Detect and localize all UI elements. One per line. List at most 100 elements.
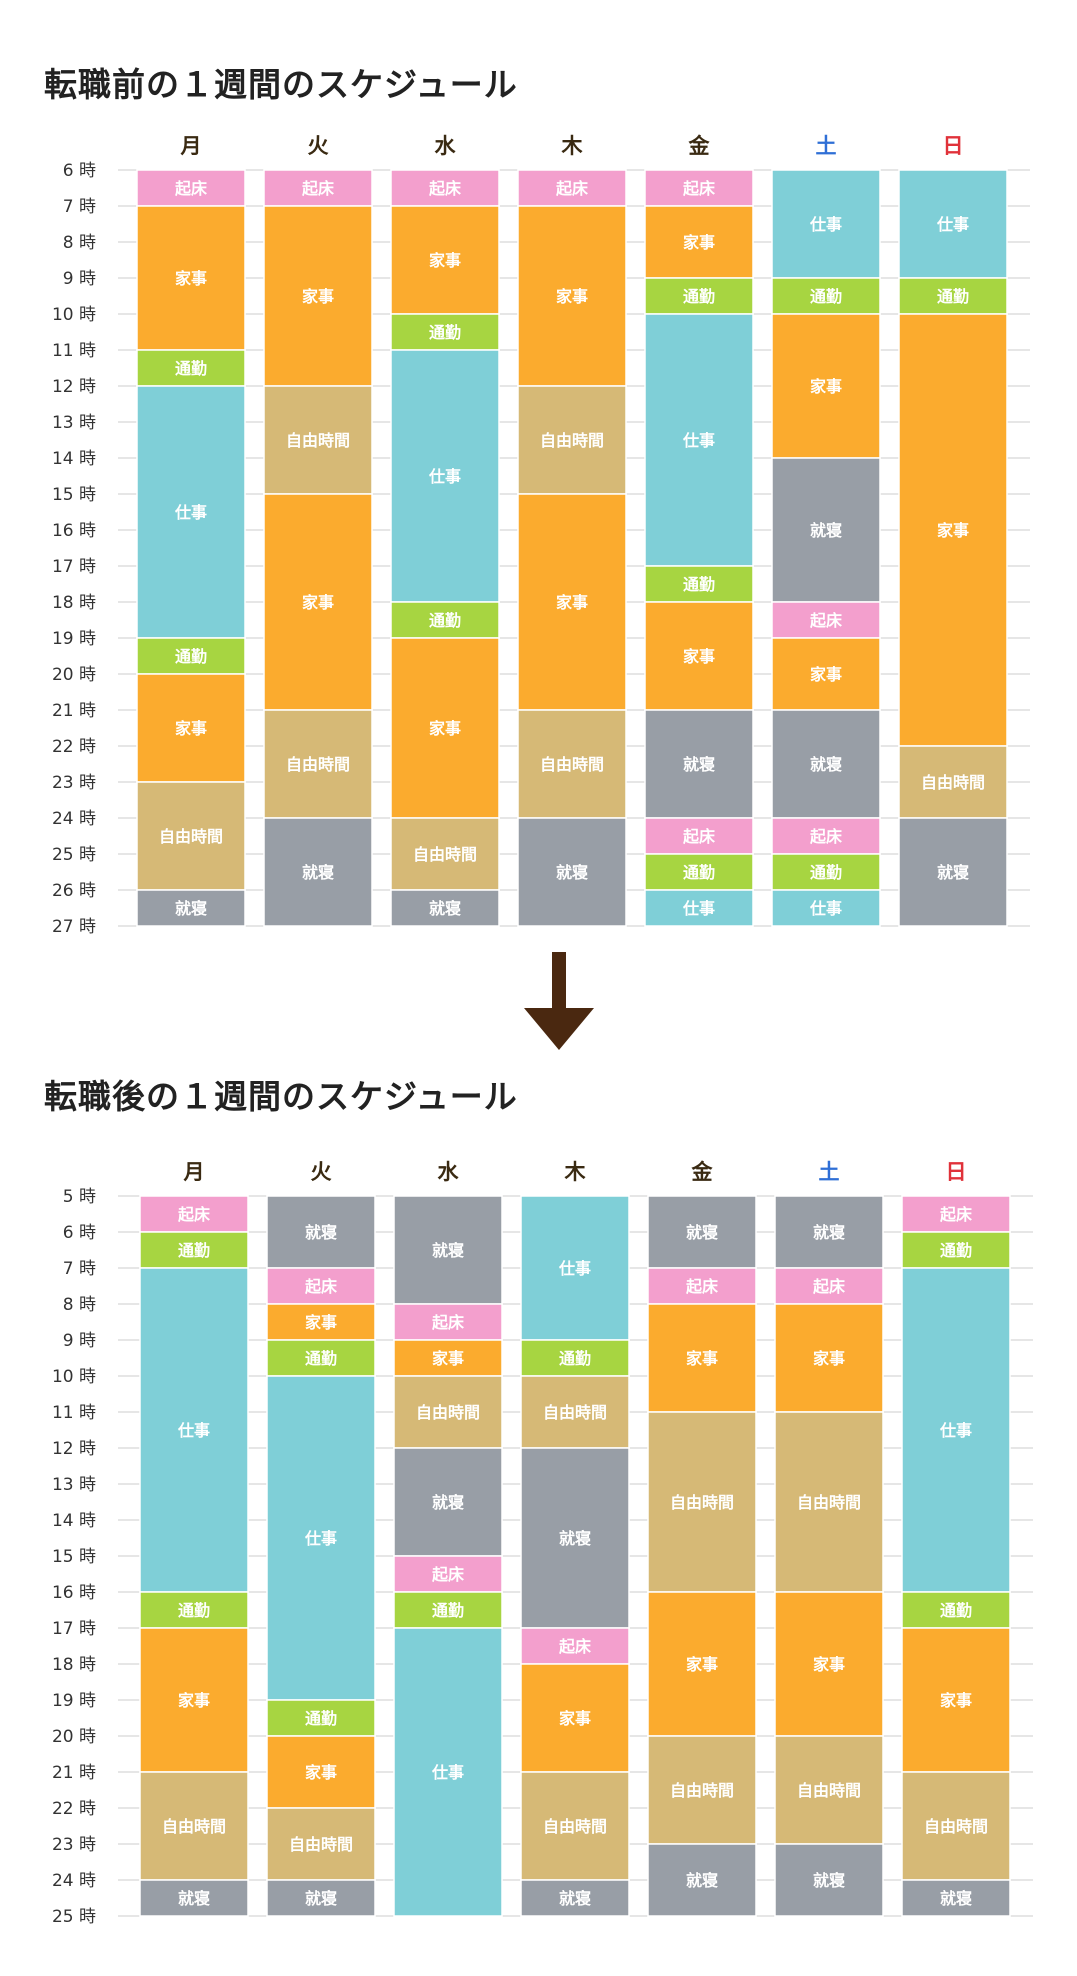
schedule-segment [520,1771,630,1881]
segment-label: 就寝 [175,899,207,918]
segment-label: 通勤 [178,1241,210,1260]
schedule-segment [393,1195,503,1305]
segment-label: 起床 [682,179,716,198]
segment-label: 就寝 [810,521,842,540]
segment-label: 家事 [302,287,334,306]
segment-label: 自由時間 [543,1403,607,1422]
hour-tick-label: 20 時 [52,1727,96,1747]
day-header: 月 [183,1160,205,1184]
segment-label: 就寝 [302,863,334,882]
segment-label: 自由時間 [286,431,350,450]
segment-label: 就寝 [810,755,842,774]
schedule-segment [266,1339,376,1377]
schedule-segment [266,1879,376,1917]
schedule-segment [898,745,1008,819]
segment-label: 起床 [431,1565,465,1584]
segment-label: 仕事 [682,899,715,918]
segment-label: 通勤 [683,863,715,882]
schedule-segment [647,1267,757,1305]
segment-label: 起床 [809,827,843,846]
segment-label: 家事 [175,269,207,288]
schedule-segment [520,1339,630,1377]
day-header: 火 [308,134,329,158]
schedule-segment [647,1735,757,1845]
segment-label: 家事 [810,665,842,684]
schedule-segment [644,205,754,279]
schedule-segment [390,637,500,819]
segment-label: 自由時間 [413,845,477,864]
segment-label: 仕事 [682,431,715,450]
hour-tick-label: 17 時 [52,557,96,577]
segment-label: 起床 [304,1277,338,1296]
schedule-segment [393,1375,503,1449]
schedule-segment [266,1375,376,1701]
schedule-segment [898,817,1008,927]
schedule-segment [901,1267,1011,1593]
schedule-segment [644,889,754,927]
hour-tick-label: 7 時 [63,197,96,217]
segment-label: 就寝 [432,1241,464,1260]
hour-tick-label: 20 時 [52,665,96,685]
schedule-segment [517,709,627,819]
schedule-segment [393,1447,503,1557]
hour-tick-label: 23 時 [52,773,96,793]
segment-label: 通勤 [175,647,207,666]
segment-label: 仕事 [936,215,969,234]
hour-tick-label: 16 時 [52,1583,96,1603]
schedule-segment [771,889,881,927]
schedule-segment [390,817,500,891]
schedule-segment [647,1195,757,1269]
hour-tick-label: 14 時 [52,1511,96,1531]
segment-label: 就寝 [813,1223,845,1242]
segment-label: 通勤 [940,1601,972,1620]
hour-tick-label: 22 時 [52,1799,96,1819]
schedule-segment [390,889,500,927]
schedule-segment [136,889,246,927]
segment-label: 家事 [175,719,207,738]
schedule-segment [771,457,881,603]
schedule-segment [520,1663,630,1773]
schedule-segment [644,565,754,603]
day-header: 日 [946,1160,967,1184]
day-header: 木 [561,134,584,158]
hour-tick-label: 18 時 [52,593,96,613]
schedule-chart-before: 6 時 7 時 8 時 9 時 10 時 11 時 12 時 13 時 14 時 15 時 16 時… [52,134,1030,937]
segment-label: 自由時間 [159,827,223,846]
segment-label: 家事 [686,1349,718,1368]
schedule-segment [774,1591,884,1737]
schedule-segment [393,1591,503,1629]
segment-label: 家事 [940,1691,972,1710]
hour-tick-label: 24 時 [52,809,96,829]
hour-tick-label: 8 時 [63,233,96,253]
hour-tick-label: 17 時 [52,1619,96,1639]
segment-label: 自由時間 [924,1817,988,1836]
segment-label: 就寝 [683,755,715,774]
segment-label: 家事 [429,719,461,738]
segment-label: 仕事 [939,1421,972,1440]
schedule-segment [390,205,500,315]
segment-label: 家事 [178,1691,210,1710]
hour-tick-label: 19 時 [52,1691,96,1711]
schedule-segment [263,205,373,387]
schedule-segment [390,169,500,207]
segment-label: 起床 [431,1313,465,1332]
schedule-segment [898,313,1008,747]
schedule-segment [898,277,1008,315]
segment-label: 通勤 [810,863,842,882]
segment-label: 通勤 [432,1601,464,1620]
hour-tick-label: 15 時 [52,1547,96,1567]
segment-label: 通勤 [940,1241,972,1260]
segment-label: 通勤 [937,287,969,306]
schedule-segment [771,637,881,711]
segment-label: 通勤 [683,287,715,306]
schedule-segment [390,601,500,639]
hour-tick-label: 11 時 [52,1403,96,1423]
chart-title-before: 転職前の１週間のスケジュール [44,65,518,104]
schedule-segment [393,1303,503,1341]
day-header: 土 [819,1160,840,1184]
schedule-segment [139,1771,249,1881]
segment-label: 仕事 [304,1529,337,1548]
segment-label: 自由時間 [543,1817,607,1836]
segment-label: 自由時間 [797,1781,861,1800]
segment-label: 自由時間 [540,755,604,774]
